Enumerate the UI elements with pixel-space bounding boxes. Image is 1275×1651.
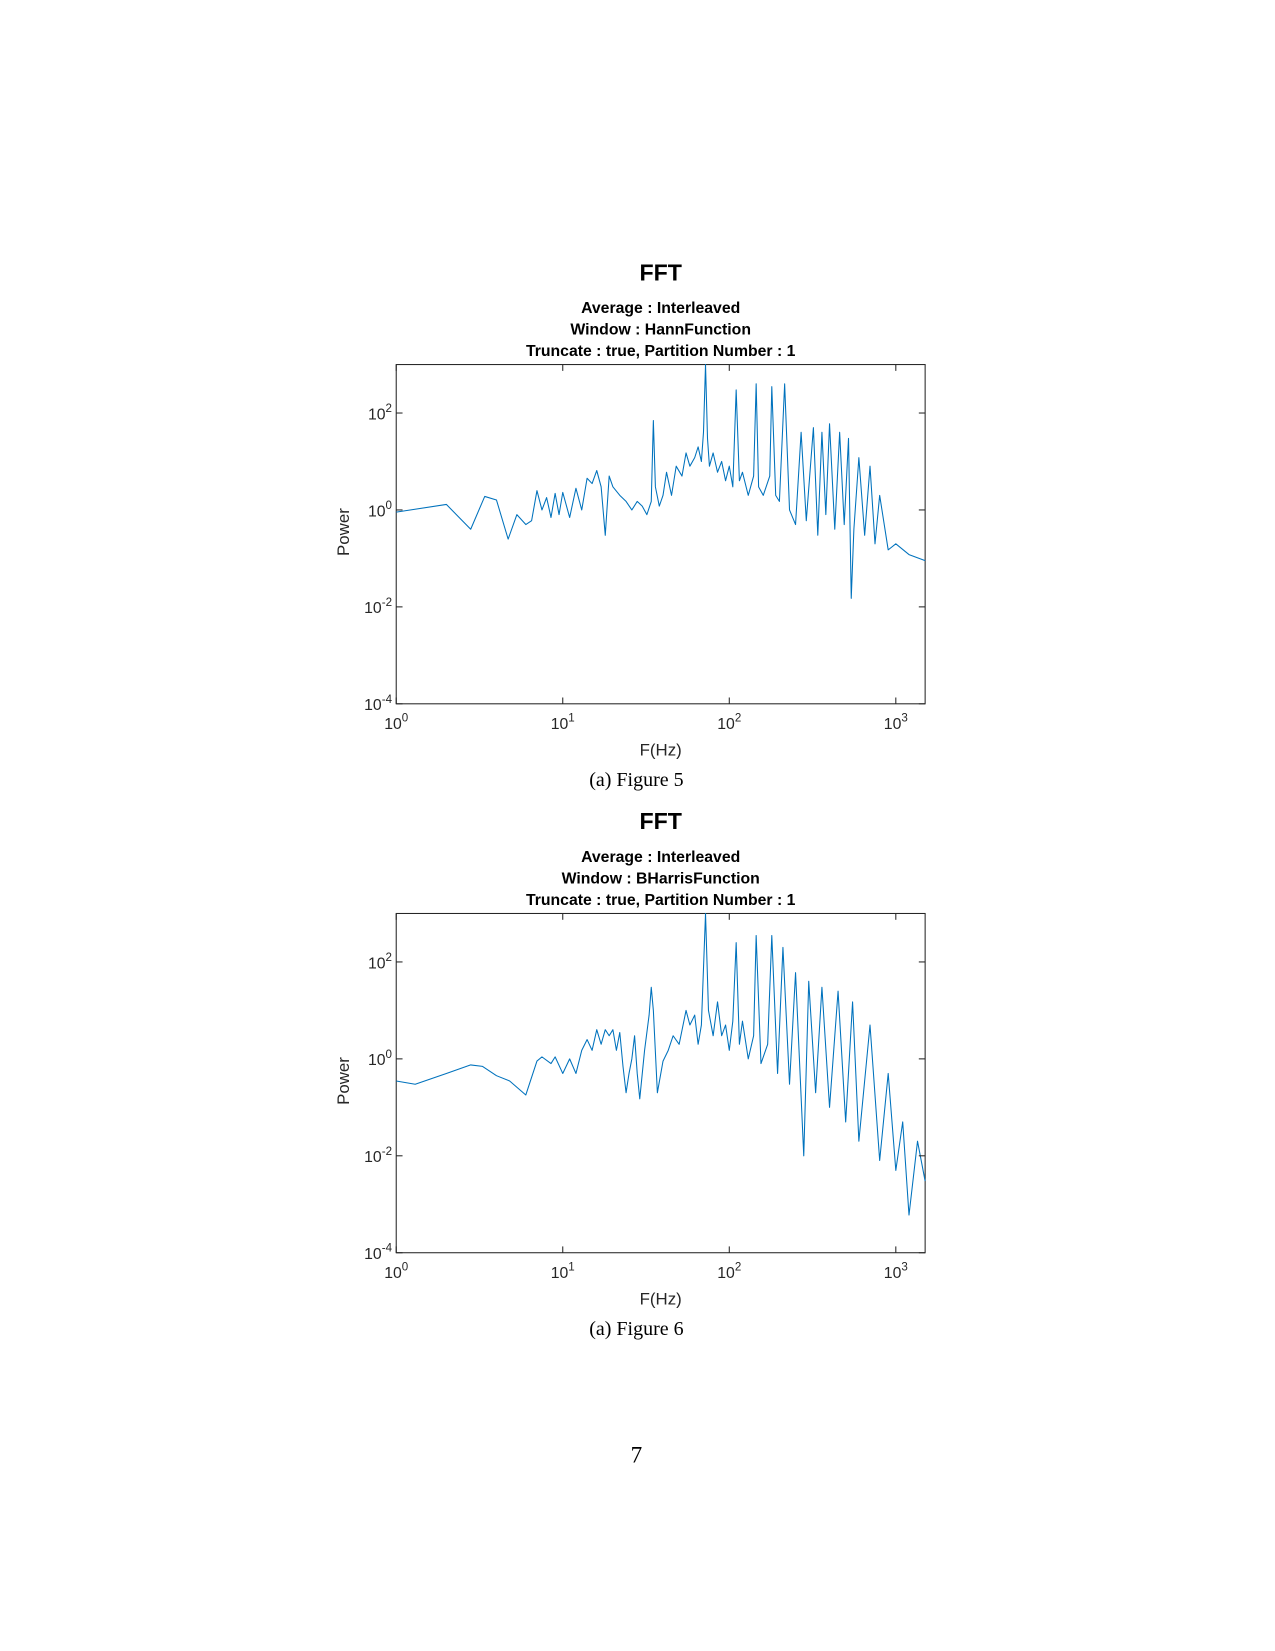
figure-caption: (a) Figure 5 xyxy=(589,769,683,791)
x-tick-label: 100 xyxy=(384,1262,408,1282)
x-tick-label: 103 xyxy=(884,713,908,733)
figure-caption: (a) Figure 6 xyxy=(589,1318,683,1340)
plot-area xyxy=(395,912,926,1254)
plot-area xyxy=(395,364,926,705)
chart-subtitle: Window : HannFunction xyxy=(570,322,751,339)
x-tick-label: 102 xyxy=(717,713,741,733)
series-line xyxy=(396,364,926,599)
y-tick-label: 10-2 xyxy=(364,1146,392,1166)
y-tick-label: 10-4 xyxy=(364,1243,392,1263)
chart-subtitle: Window : BHarrisFunction xyxy=(562,870,760,887)
y-tick-label: 100 xyxy=(368,1049,392,1069)
x-tick-label: 101 xyxy=(551,1262,575,1282)
x-axis-label: F(Hz) xyxy=(640,740,682,759)
x-axis-label: F(Hz) xyxy=(640,1289,682,1308)
chart-subtitle: Truncate : true, Partition Number : 1 xyxy=(526,343,796,360)
y-tick-label: 102 xyxy=(368,952,392,972)
x-tick-label: 101 xyxy=(551,713,575,733)
chart-title: FFT xyxy=(639,808,681,834)
y-tick-label: 10-4 xyxy=(364,694,392,714)
x-tick-label: 103 xyxy=(884,1262,908,1282)
y-axis-label: Power xyxy=(334,508,353,556)
page-number: 7 xyxy=(631,1442,643,1468)
chart-subtitle: Truncate : true, Partition Number : 1 xyxy=(526,892,796,909)
y-tick-label: 102 xyxy=(368,403,392,423)
y-axis-label: Power xyxy=(334,1057,353,1105)
series-line xyxy=(396,912,926,1216)
y-tick-label: 100 xyxy=(368,500,392,520)
chart-title: FFT xyxy=(639,259,681,285)
x-tick-label: 100 xyxy=(384,713,408,733)
chart-subtitle: Average : Interleaved xyxy=(581,849,740,866)
chart-subtitle: Average : Interleaved xyxy=(581,300,740,317)
y-tick-label: 10-2 xyxy=(364,597,392,617)
x-tick-label: 102 xyxy=(717,1262,741,1282)
